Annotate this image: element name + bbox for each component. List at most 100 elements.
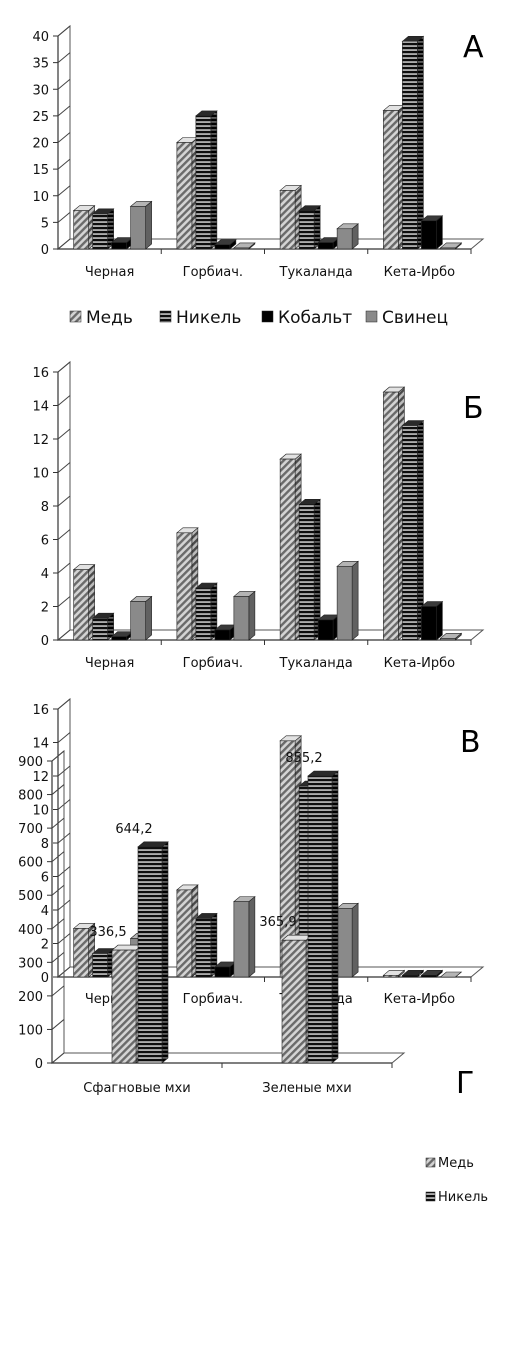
bar-front: [137, 846, 163, 1064]
bar-side: [161, 841, 169, 1064]
gridline-diagonal: [57, 428, 71, 440]
legend-label: Свинец: [382, 308, 448, 328]
y-tick-label: 0: [35, 1057, 43, 1072]
gridline-diagonal: [57, 361, 71, 373]
bar-front: [298, 504, 315, 641]
bar-Никель: [401, 969, 425, 978]
bar-Кобальт: [214, 239, 237, 250]
bar-front: [307, 775, 333, 1064]
bar-front: [281, 939, 307, 1064]
bar-front: [402, 975, 418, 978]
gridline-diagonal: [57, 462, 71, 473]
bar-front: [130, 206, 146, 250]
bar-Медь: [111, 944, 143, 1064]
y-tick-label: 5: [41, 216, 49, 231]
bar-front: [402, 425, 418, 641]
gridline-diagonal: [57, 629, 71, 641]
bar-Свинец: [439, 242, 463, 250]
gridline-diagonal: [57, 211, 71, 223]
y-tick-label: 16: [32, 366, 49, 381]
x-tick-label: Тукаланда: [279, 656, 353, 671]
bar-Свинец: [336, 223, 359, 250]
bar-front: [73, 569, 89, 641]
bar-front: [214, 244, 231, 250]
data-label: 855,2: [285, 751, 322, 766]
y-tick-label: 14: [32, 400, 49, 415]
gridline-diagonal: [57, 698, 71, 710]
bar-Никель: [307, 770, 339, 1064]
gridline-diagonal: [51, 1019, 65, 1030]
bar-Кобальт: [214, 624, 237, 641]
bar-Свинец: [233, 242, 256, 250]
panel-letter: А: [463, 30, 484, 65]
bar-front: [298, 210, 315, 250]
bar-front: [214, 966, 231, 978]
x-tick-label: Кета-Ирбо: [384, 656, 455, 671]
legend-label: Медь: [438, 1156, 474, 1171]
y-tick-label: 0: [41, 634, 49, 649]
bar-Никель: [195, 110, 218, 250]
y-tick-label: 8: [41, 837, 49, 852]
y-tick-label: 800: [18, 789, 43, 804]
x-tick-label: Черная: [85, 656, 134, 671]
bar-Медь: [72, 922, 96, 978]
y-tick-label: 12: [32, 770, 49, 785]
bar-front: [421, 975, 437, 978]
x-tick-label: Черная: [85, 265, 134, 280]
bar-Медь: [382, 386, 406, 641]
y-tick-label: 200: [18, 990, 43, 1005]
bar-front: [279, 190, 296, 250]
bar-Медь: [176, 884, 199, 978]
bar-front: [130, 601, 146, 641]
bar-Свинец: [336, 902, 359, 978]
bar-Никель: [401, 35, 425, 250]
chart-panel-3: 0246810121416ЧернаяГорбиач.ТукаландаКета…: [32, 697, 485, 1007]
y-tick-label: 6: [41, 871, 49, 886]
bar-front: [214, 629, 231, 641]
gridline-diagonal: [51, 851, 65, 863]
legend-swatch: [69, 310, 82, 323]
gridline-diagonal: [57, 132, 71, 143]
bar-front: [421, 220, 437, 250]
bar-Никель: [91, 612, 115, 641]
x-tick-label: Зеленые мхи: [262, 1081, 351, 1096]
bar-Свинец: [233, 895, 256, 978]
x-tick-label: Кета-Ирбо: [384, 265, 455, 280]
y-tick-label: 20: [32, 137, 49, 152]
bar-Никель: [137, 841, 169, 1064]
bar-side: [248, 590, 256, 641]
bar-front: [383, 975, 399, 978]
bar-Кобальт: [420, 969, 444, 978]
bar-front: [195, 918, 212, 978]
x-tick-label: Сфагновые мхи: [83, 1081, 190, 1096]
gridline-diagonal: [57, 596, 71, 607]
y-tick-label: 25: [32, 110, 49, 125]
y-tick-label: 12: [32, 433, 49, 448]
x-tick-label: Горбиач.: [183, 265, 243, 280]
chart-panel-1: 0 5 10 15 20 25 30 35 40 Черная Горбиач. Тукаланда К…: [32, 24, 485, 280]
bar-front: [92, 953, 108, 978]
gridline-diagonal: [57, 158, 71, 170]
bar-front: [336, 565, 353, 641]
x-tick-label: Горбиач.: [183, 656, 243, 671]
bar-front: [111, 242, 127, 250]
bar-front: [92, 617, 108, 641]
legend-main: Медь Никель Кобальт Свинец: [69, 308, 448, 328]
bar-front: [421, 606, 437, 641]
gridline-diagonal: [51, 784, 65, 795]
y-tick-label: 2: [41, 601, 49, 616]
legend-label: Никель: [438, 1190, 488, 1205]
gridline-diagonal: [57, 78, 71, 90]
y-tick-label: 40: [32, 30, 49, 45]
gridline-diagonal: [57, 105, 71, 117]
y-tick-label: 500: [18, 889, 43, 904]
bar-front: [279, 458, 296, 641]
bar-front: [195, 587, 212, 641]
bar-Никель: [401, 419, 425, 641]
bar-Никель: [195, 582, 218, 641]
bar-Никель: [91, 947, 115, 978]
bar-top: [439, 242, 463, 249]
data-label: 336,5: [89, 925, 126, 940]
panel-letter: В: [460, 725, 481, 760]
gridline-diagonal: [57, 238, 71, 250]
